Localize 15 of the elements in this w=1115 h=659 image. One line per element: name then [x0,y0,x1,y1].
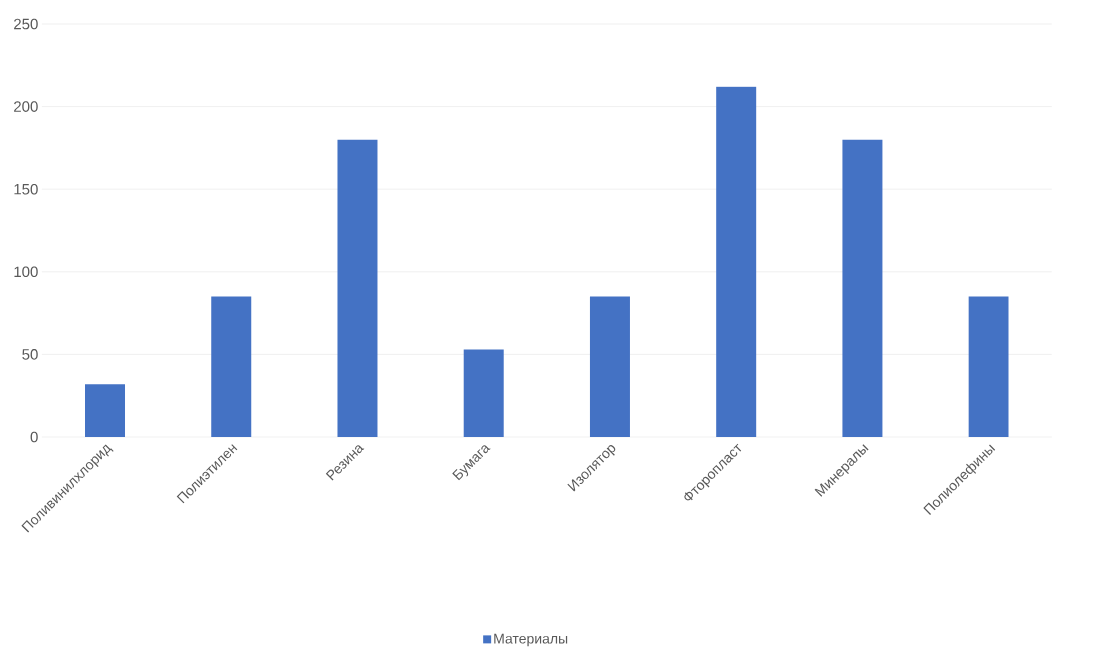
bar [337,139,378,437]
y-tick-label: 50 [22,349,38,360]
y-tick-label: 200 [14,101,38,112]
y-tick-label: 0 [30,431,38,443]
bar [968,296,1009,437]
bar [463,349,504,437]
y-tick-label: 150 [14,183,38,195]
legend-label: Материалы [494,633,568,647]
y-tick-label: 250 [14,18,38,30]
bar [842,139,883,437]
bar [85,384,126,437]
bar [589,296,630,437]
y-tick-label: 100 [14,266,38,278]
bar [716,86,757,437]
bar [211,296,252,437]
